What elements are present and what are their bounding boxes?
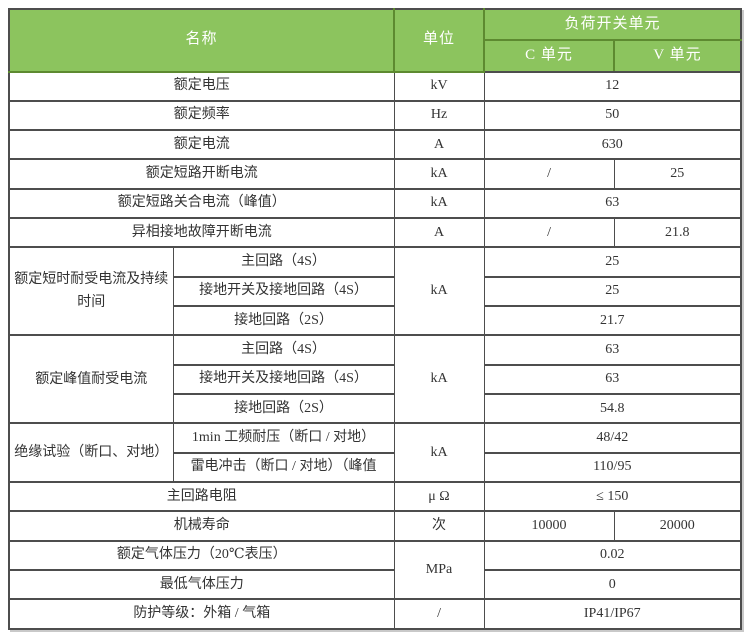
cell-mech-life-value-v: 20000 bbox=[613, 510, 743, 542]
cell-rated-frequency-unit: Hz bbox=[393, 99, 485, 132]
cell-gas-unit: MPa bbox=[393, 539, 485, 601]
row-rated-frequency: 额定频率 Hz 50 bbox=[7, 99, 743, 132]
cell-rated-voltage-value: 12 bbox=[483, 70, 743, 102]
cell-short-time-item1-value: 25 bbox=[483, 275, 743, 308]
row-peak-withstand-2: 接地开关及接地回路（4S） 63 bbox=[9, 363, 743, 396]
cell-gas-min-label: 最低气体压力 bbox=[7, 569, 395, 601]
row-short-circuit-making: 额定短路关合电流（峰值） kA 63 bbox=[7, 187, 743, 220]
header-sub-v: V 单元 bbox=[613, 39, 743, 73]
row-main-circuit-resistance: 主回路电阻 μ Ω ≤ 150 bbox=[7, 481, 743, 513]
header-group: 负荷开关单元 bbox=[483, 7, 743, 42]
cell-protection-unit: / bbox=[393, 598, 485, 630]
row-peak-withstand-1: 额定峰值耐受电流 主回路（4S） kA 63 bbox=[8, 334, 743, 425]
cell-protection-label: 防护等级：外箱 / 气箱 bbox=[7, 598, 395, 630]
cell-peak-group-label: 额定峰值耐受电流 bbox=[8, 334, 174, 425]
cell-short-time-unit: kA bbox=[393, 246, 485, 337]
cell-insulation-group-label: 绝缘试验（断口、对地） bbox=[8, 422, 174, 484]
cell-insulation-item1-label: 雷电冲击（断口 / 对地）（峰值 bbox=[172, 451, 395, 484]
cell-gas-rated-label: 额定气体压力（20℃表压） bbox=[7, 539, 395, 572]
cell-peak-item2-value: 54.8 bbox=[483, 393, 743, 425]
cell-peak-item0-value: 63 bbox=[483, 334, 743, 366]
header-sub-c: C 单元 bbox=[483, 39, 616, 73]
cell-short-time-item2-value: 21.7 bbox=[483, 305, 743, 337]
row-short-circuit-breaking: 额定短路开断电流 kA / 25 bbox=[7, 158, 743, 190]
cell-rated-current-value: 630 bbox=[483, 129, 743, 161]
cell-earth-fault-unit: A bbox=[393, 217, 485, 249]
row-protection-degree: 防护等级：外箱 / 气箱 / IP41/IP67 bbox=[7, 598, 743, 630]
cell-sc-making-value: 63 bbox=[483, 187, 743, 220]
cell-resistance-unit: μ Ω bbox=[393, 481, 485, 513]
cell-mech-life-value-c: 10000 bbox=[483, 510, 615, 542]
row-short-time-withstand-3: 接地回路（2S） 21.7 bbox=[9, 305, 743, 337]
cell-earth-fault-label: 异相接地故障开断电流 bbox=[7, 217, 395, 249]
cell-short-time-item2-label: 接地回路（2S） bbox=[172, 305, 395, 337]
cell-protection-value: IP41/IP67 bbox=[483, 598, 743, 630]
row-earth-fault-breaking: 异相接地故障开断电流 A / 21.8 bbox=[7, 217, 743, 249]
cell-sc-breaking-value-v: 25 bbox=[613, 158, 743, 190]
cell-sc-breaking-label: 额定短路开断电流 bbox=[7, 158, 395, 190]
row-insulation-1: 绝缘试验（断口、对地） 1min 工频耐压（断口 / 对地） kA 48/42 bbox=[8, 422, 743, 484]
cell-sc-breaking-unit: kA bbox=[393, 158, 485, 190]
row-short-time-withstand-1: 额定短时耐受电流及持续时间 主回路（4S） kA 25 bbox=[8, 246, 743, 337]
cell-peak-item0-label: 主回路（4S） bbox=[172, 334, 395, 366]
cell-short-time-item0-value: 25 bbox=[483, 246, 743, 278]
cell-rated-voltage-unit: kV bbox=[393, 70, 485, 102]
cell-rated-current-unit: A bbox=[393, 129, 485, 161]
cell-rated-frequency-value: 50 bbox=[483, 99, 743, 132]
cell-rated-current-label: 额定电流 bbox=[7, 129, 395, 161]
cell-insulation-unit: kA bbox=[393, 422, 485, 484]
cell-insulation-item0-label: 1min 工频耐压（断口 / 对地） bbox=[172, 422, 395, 454]
cell-insulation-item0-value: 48/42 bbox=[483, 422, 743, 454]
cell-short-time-group-label: 额定短时耐受电流及持续时间 bbox=[8, 246, 174, 337]
cell-sc-breaking-value-c: / bbox=[483, 158, 615, 190]
cell-mech-life-unit: 次 bbox=[393, 510, 485, 542]
cell-earth-fault-value-v: 21.8 bbox=[613, 217, 743, 249]
header-unit: 单位 bbox=[393, 8, 486, 73]
cell-short-time-item1-label: 接地开关及接地回路（4S） bbox=[172, 275, 395, 308]
cell-mech-life-label: 机械寿命 bbox=[7, 510, 395, 542]
cell-peak-unit: kA bbox=[393, 334, 485, 425]
cell-earth-fault-value-c: / bbox=[483, 217, 615, 249]
cell-resistance-value: ≤ 150 bbox=[483, 481, 743, 513]
row-rated-current: 额定电流 A 630 bbox=[7, 129, 743, 161]
cell-resistance-label: 主回路电阻 bbox=[7, 481, 395, 513]
row-peak-withstand-3: 接地回路（2S） 54.8 bbox=[9, 393, 743, 425]
cell-sc-making-unit: kA bbox=[393, 187, 485, 220]
cell-short-time-item0-label: 主回路（4S） bbox=[172, 246, 395, 278]
cell-rated-voltage-label: 额定电压 bbox=[7, 70, 395, 102]
cell-gas-rated-value: 0.02 bbox=[483, 539, 743, 572]
row-gas-pressure-min: 最低气体压力 0 bbox=[7, 569, 743, 601]
cell-insulation-item1-value: 110/95 bbox=[483, 451, 743, 484]
cell-peak-item2-label: 接地回路（2S） bbox=[172, 393, 395, 425]
header-name: 名称 bbox=[7, 8, 396, 73]
cell-sc-making-label: 额定短路关合电流（峰值） bbox=[7, 187, 395, 220]
row-short-time-withstand-2: 接地开关及接地回路（4S） 25 bbox=[9, 275, 743, 308]
row-gas-pressure-rated: 额定气体压力（20℃表压） MPa 0.02 bbox=[7, 539, 743, 601]
row-mechanical-life: 机械寿命 次 10000 20000 bbox=[7, 510, 743, 542]
row-rated-voltage: 额定电压 kV 12 bbox=[7, 70, 743, 102]
cell-gas-min-value: 0 bbox=[483, 569, 743, 601]
cell-peak-item1-value: 63 bbox=[483, 363, 743, 396]
spec-table: 名称 单位 负荷开关单元 C 单元 V 单元 额定电压 kV 12 额定频率 H… bbox=[7, 7, 743, 630]
cell-rated-frequency-label: 额定频率 bbox=[7, 99, 395, 132]
cell-peak-item1-label: 接地开关及接地回路（4S） bbox=[172, 363, 395, 396]
row-insulation-2: 雷电冲击（断口 / 对地）（峰值 110/95 bbox=[9, 451, 743, 484]
header-row-sub: C 单元 V 单元 bbox=[9, 39, 743, 73]
header-row-top: 名称 单位 负荷开关单元 bbox=[7, 7, 743, 73]
